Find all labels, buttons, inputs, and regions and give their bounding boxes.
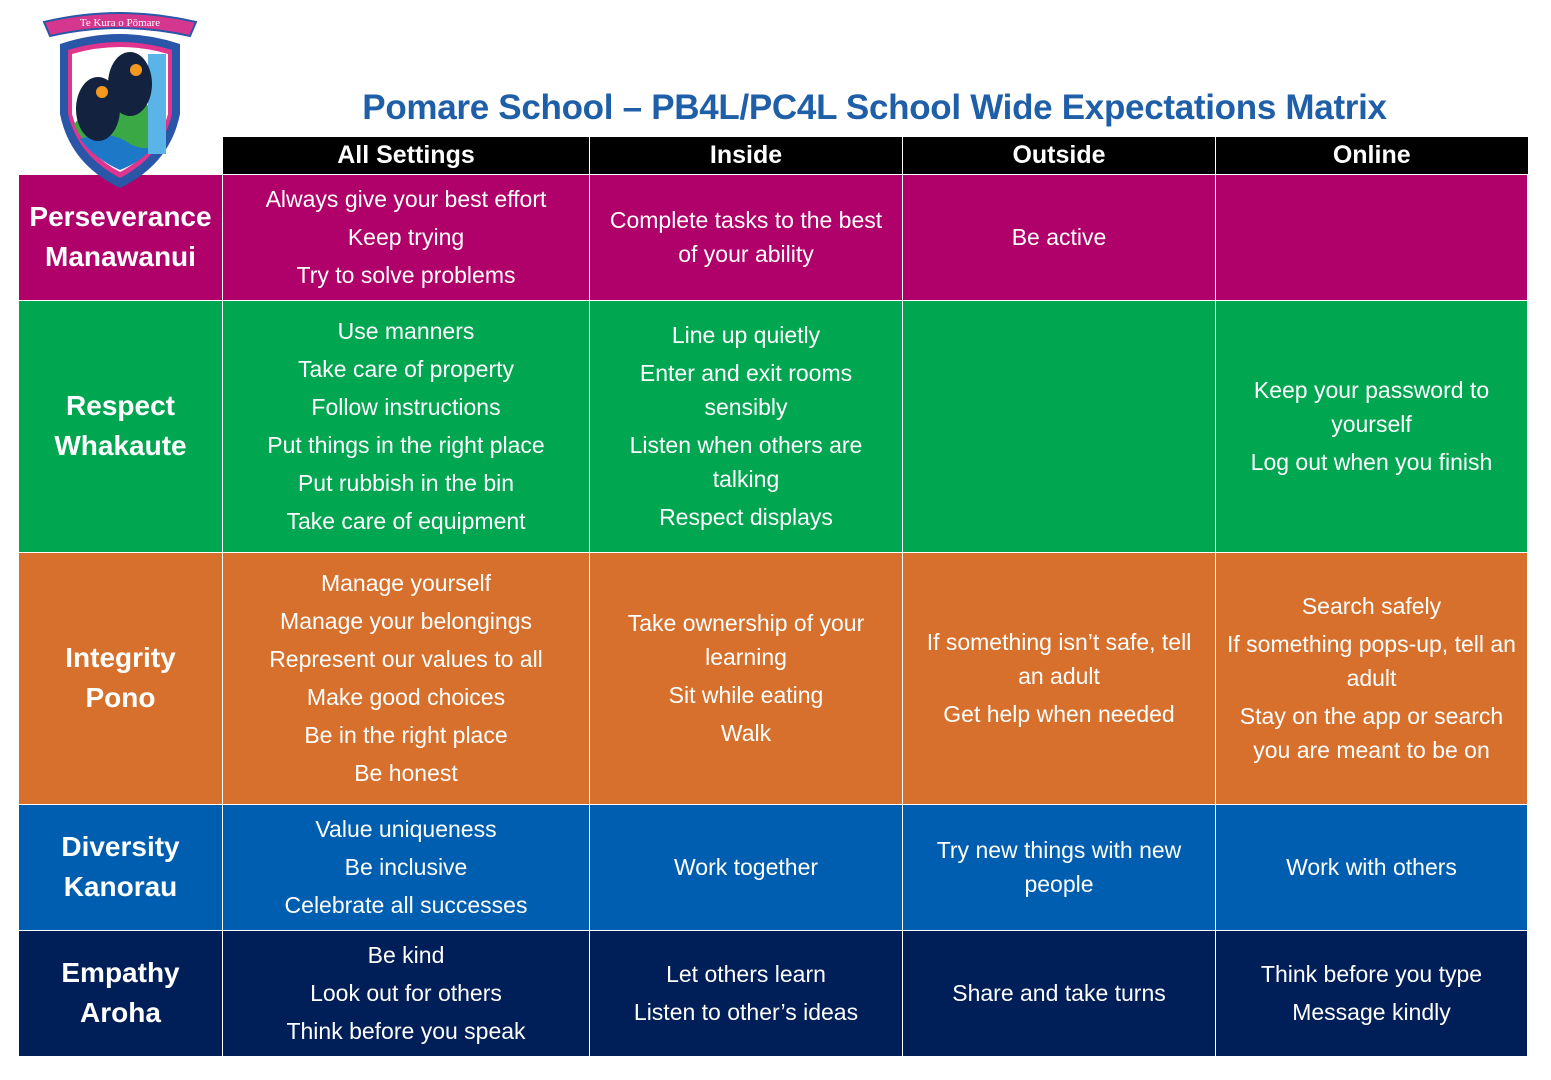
expectation-item: Try to solve problems [296, 262, 516, 288]
matrix-cell: Manage yourself Manage your belongings Rep… [222, 551, 590, 805]
expectation-item: Be honest [354, 760, 458, 786]
matrix-cell [1215, 173, 1528, 301]
expectation-item: Keep your password to yourself [1253, 377, 1490, 437]
value-label-line: Pono [85, 682, 156, 713]
expectation-item: Try new things with new people [936, 837, 1182, 897]
expectation-item: Log out when you finish [1250, 449, 1493, 475]
matrix-cell: Let others learn Listen to other’s ideas [589, 929, 903, 1057]
expectation-item: Represent our values to all [269, 646, 543, 672]
value-label: Perseverance Manawanui [18, 173, 223, 301]
expectation-item: Line up quietly [671, 322, 821, 348]
expectation-item: Walk [720, 720, 772, 746]
matrix-cell: Search safely If something pops-up, tell … [1215, 551, 1528, 805]
column-header: Inside [589, 137, 903, 174]
expectation-item: Enter and exit rooms sensibly [639, 360, 853, 420]
value-label: Diversity Kanorau [18, 803, 223, 931]
expectation-item: Take care of equipment [286, 508, 526, 534]
value-label-line: Manawanui [45, 241, 196, 272]
value-label-line: Respect [66, 390, 175, 421]
matrix-cell: Complete tasks to the best of your abili… [589, 173, 903, 301]
matrix-cell: Try new things with new people [902, 803, 1216, 931]
expectation-item: Manage your belongings [280, 608, 532, 634]
matrix-cell: Value uniqueness Be inclusive Celebrate al… [222, 803, 590, 931]
value-label-line: Empathy [61, 957, 180, 988]
matrix-cell: Work with others [1215, 803, 1528, 931]
value-row-respect: Respect Whakaute Use manners Take care of p… [18, 299, 1528, 553]
value-label: Integrity Pono [18, 551, 223, 805]
value-row-empathy: Empathy Aroha Be kind Look out for others Th… [18, 929, 1528, 1057]
value-label-line: Integrity [65, 642, 176, 673]
expectation-item: Manage yourself [320, 570, 492, 596]
matrix-cell: Use manners Take care of property Follow i… [222, 299, 590, 553]
value-row-perseverance: Perseverance Manawanui Always give your be… [18, 173, 1528, 301]
expectation-item: Use manners [337, 318, 475, 344]
school-crest-logo: Te Kura o Pōmare [42, 12, 198, 188]
expectation-item: Follow instructions [311, 394, 501, 420]
expectation-item: Stay on the app or search you are meant … [1239, 703, 1504, 763]
expectations-matrix: All Settings Inside Outside Online Perse… [18, 137, 1528, 1057]
expectation-item: Be inclusive [344, 854, 468, 880]
expectation-item: Always give your best effort [265, 186, 547, 212]
page-title: Pomare School – PB4L/PC4L School Wide Ex… [362, 88, 1387, 127]
expectation-item: Share and take turns [952, 980, 1166, 1006]
expectation-item: Look out for others [310, 980, 502, 1006]
expectation-item: Think before you speak [286, 1018, 526, 1044]
matrix-cell: Work together [589, 803, 903, 931]
expectation-item: Put rubbish in the bin [297, 470, 515, 496]
expectation-item: If something pops-up, tell an adult [1227, 631, 1516, 691]
column-header: Online [1215, 137, 1528, 174]
matrix-cell [902, 299, 1216, 553]
value-row-diversity: Diversity Kanorau Value uniqueness Be inclu… [18, 803, 1528, 931]
value-row-integrity: Integrity Pono Manage yourself Manage your … [18, 551, 1528, 805]
matrix-cell: Take ownership of your learning Sit while… [589, 551, 903, 805]
value-label-line: Aroha [80, 997, 161, 1028]
expectation-item: Listen to other’s ideas [633, 999, 859, 1025]
value-label: Respect Whakaute [18, 299, 223, 553]
column-header: All Settings [222, 137, 590, 174]
expectation-item: Message kindly [1292, 999, 1451, 1025]
expectation-item: Keep trying [347, 224, 465, 250]
expectation-item: Work with others [1286, 854, 1457, 880]
expectation-item: Take ownership of your learning [627, 610, 865, 670]
expectation-item: Be in the right place [304, 722, 508, 748]
expectation-item: Complete tasks to the best of your abili… [609, 207, 883, 267]
matrix-cell: If something isn’t safe, tell an adult Ge… [902, 551, 1216, 805]
matrix-cell: Think before you type Message kindly [1215, 929, 1528, 1057]
value-label-line: Whakaute [54, 430, 187, 461]
expectation-item: Make good choices [306, 684, 506, 710]
svg-text:Te Kura o Pōmare: Te Kura o Pōmare [80, 17, 160, 29]
expectation-item: Listen when others are talking [629, 432, 863, 492]
expectation-item: Put things in the right place [267, 432, 545, 458]
value-label: Empathy Aroha [18, 929, 223, 1057]
expectation-item: Think before you type [1260, 961, 1483, 987]
expectation-item: Value uniqueness [315, 816, 497, 842]
column-header: Outside [902, 137, 1216, 174]
expectation-item: Let others learn [666, 961, 826, 987]
matrix-cell: Be kind Look out for others Think before y… [222, 929, 590, 1057]
matrix-cell: Always give your best effort Keep trying T… [222, 173, 590, 301]
expectation-item: Be kind [367, 942, 445, 968]
matrix-cell: Line up quietly Enter and exit rooms sens… [589, 299, 903, 553]
matrix-cell: Share and take turns [902, 929, 1216, 1057]
matrix-cell: Keep your password to yourself Log out wh… [1215, 299, 1528, 553]
expectation-item: Work together [673, 854, 819, 880]
header-row: All Settings Inside Outside Online [19, 137, 1528, 174]
expectation-item: Take care of property [297, 356, 515, 382]
expectation-item: Sit while eating [668, 682, 824, 708]
expectation-item: Get help when needed [943, 701, 1175, 727]
value-label-line: Perseverance [29, 201, 212, 232]
expectation-item: Be active [1011, 224, 1107, 250]
expectation-item: Search safely [1301, 593, 1442, 619]
expectation-item: Celebrate all successes [284, 892, 528, 918]
matrix-cell: Be active [902, 173, 1216, 301]
value-label-line: Diversity [61, 831, 180, 862]
value-label-line: Kanorau [63, 871, 178, 902]
expectation-item: If something isn’t safe, tell an adult [926, 629, 1192, 689]
expectation-item: Respect displays [659, 504, 833, 530]
